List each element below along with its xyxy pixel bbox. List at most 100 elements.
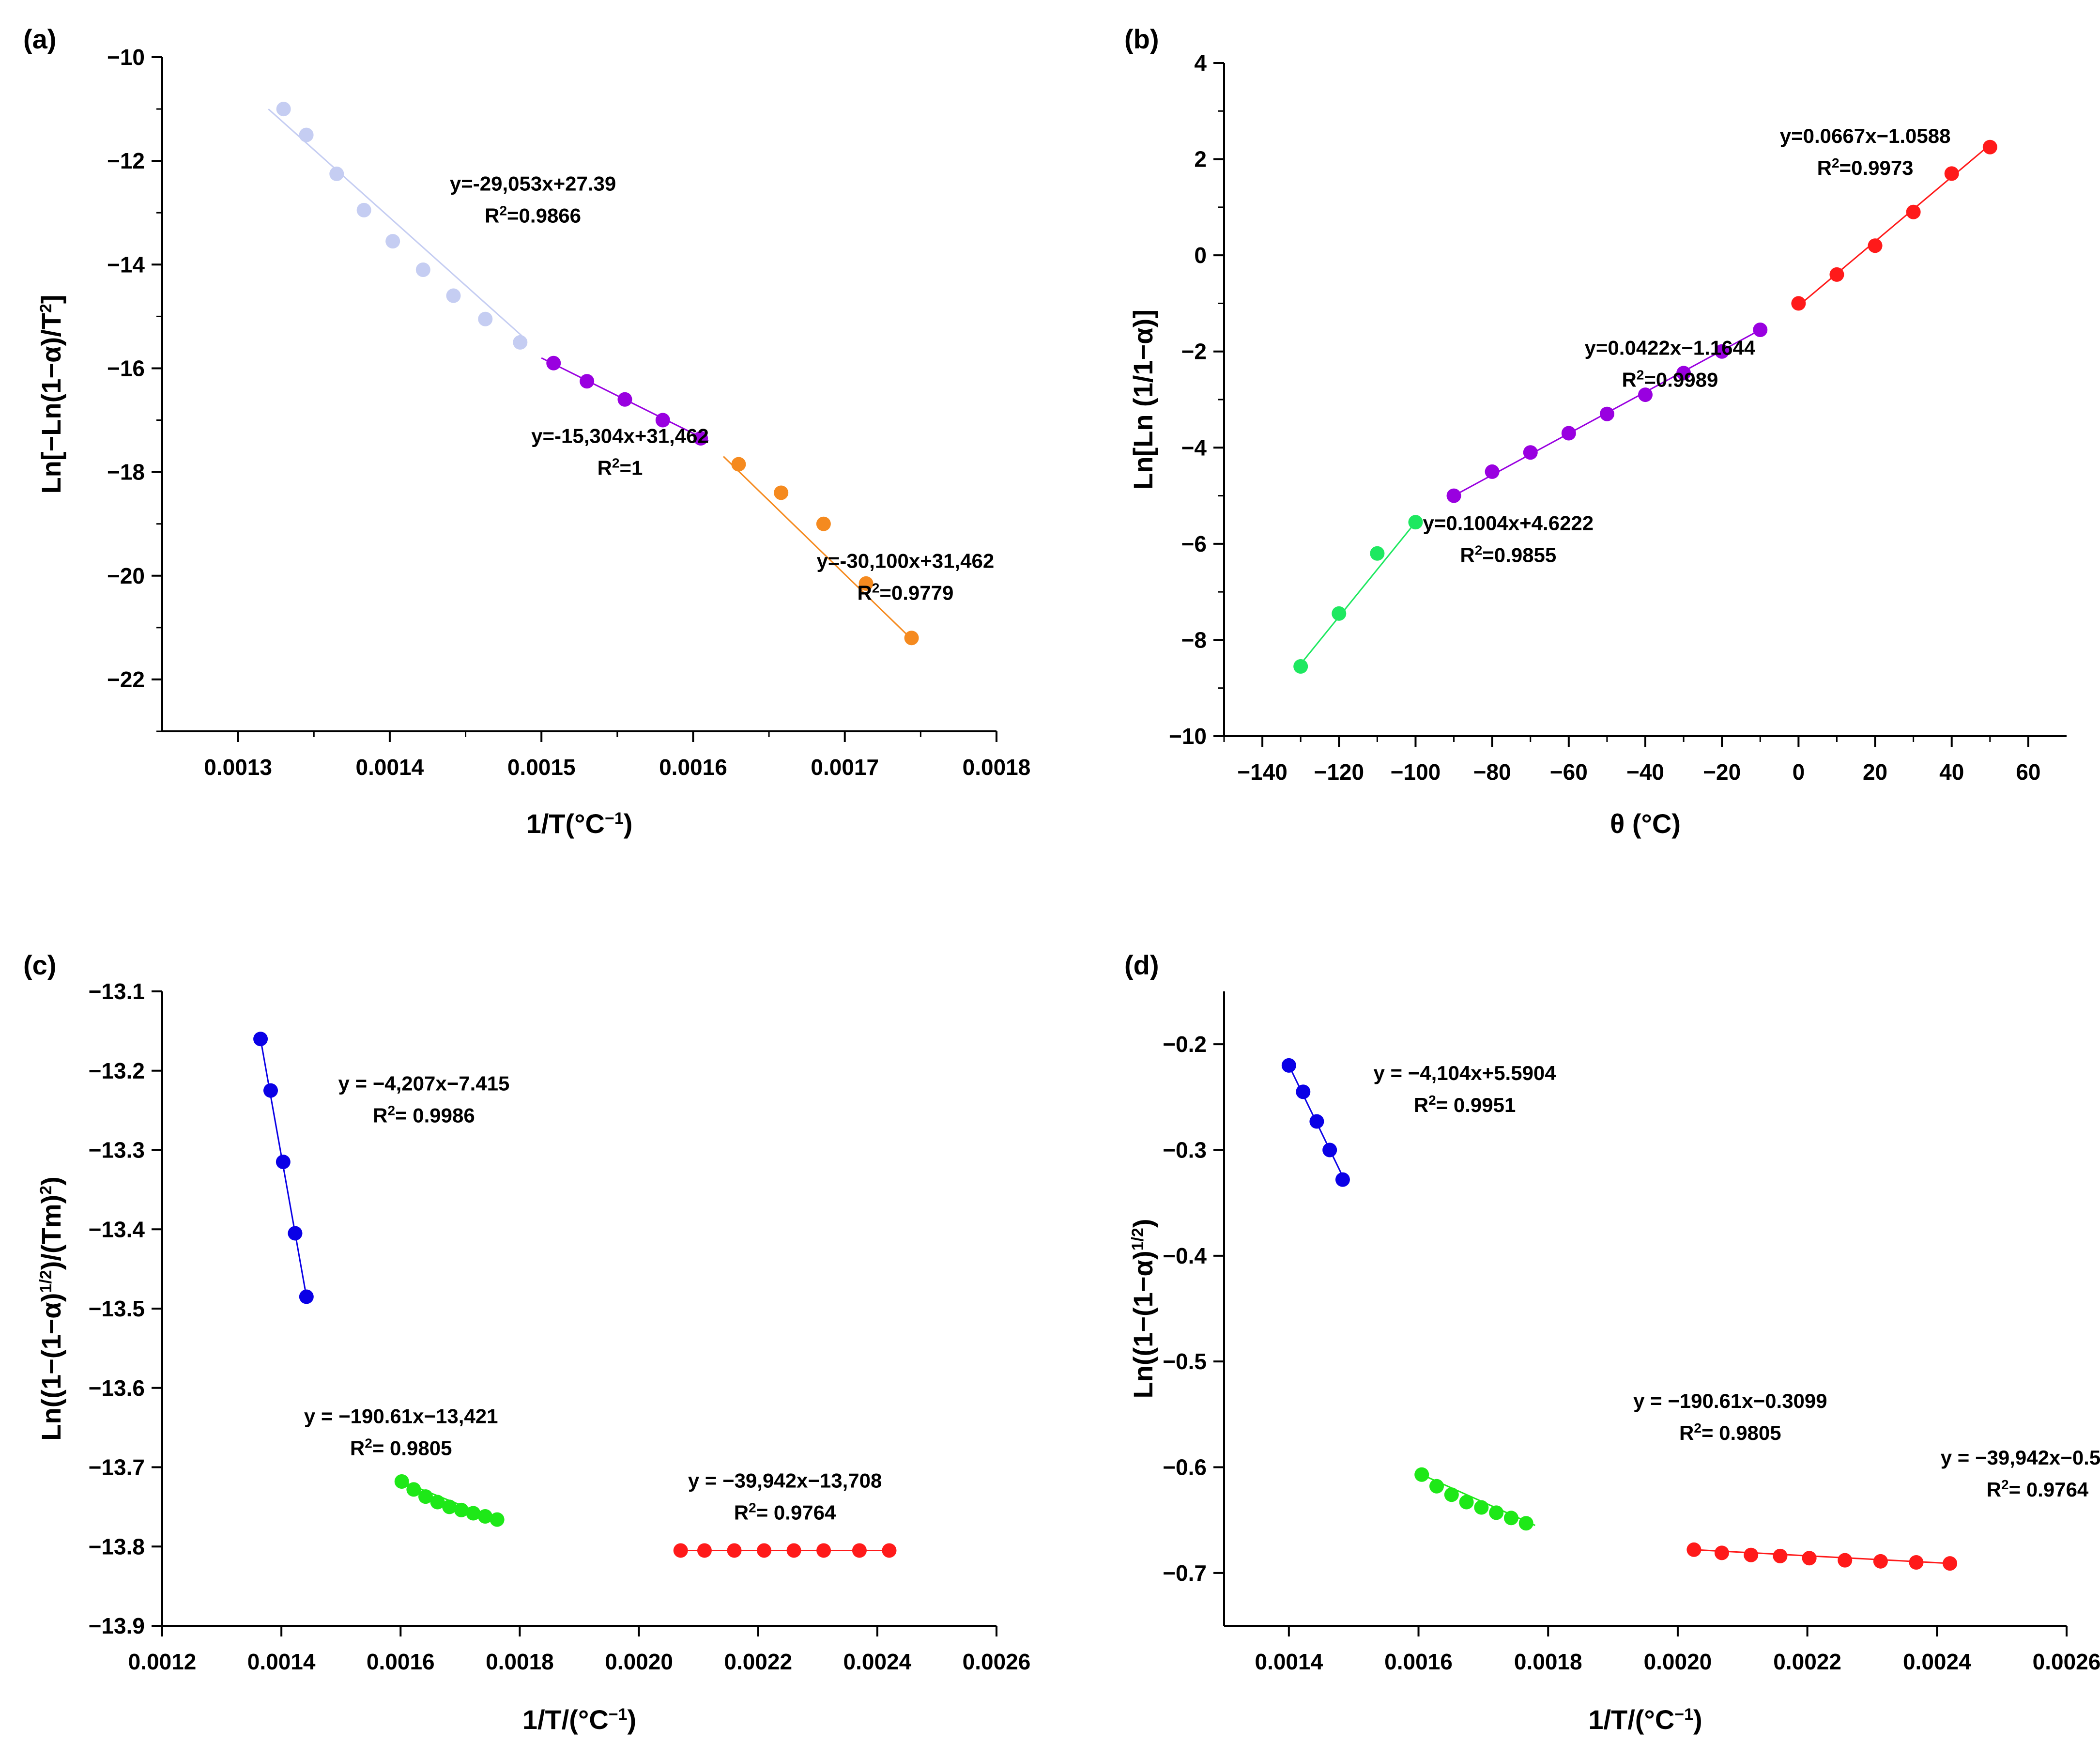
data-point <box>1561 426 1576 441</box>
data-point <box>1802 1551 1817 1566</box>
x-tick-label: 0.0026 <box>963 1649 1031 1674</box>
data-point <box>1296 1084 1311 1099</box>
data-point <box>774 485 789 500</box>
x-tick-label: 20 <box>1863 759 1887 785</box>
data-point <box>1943 1556 1958 1571</box>
fit-equation: y=0.0422x−1.1644 <box>1585 336 1756 359</box>
data-point <box>513 335 528 350</box>
y-tick-label: −13.3 <box>89 1138 145 1163</box>
data-point <box>1489 1505 1504 1520</box>
data-point <box>1322 1142 1337 1158</box>
x-tick-label: −20 <box>1703 759 1741 785</box>
data-point <box>454 1502 469 1517</box>
data-point <box>1503 1511 1518 1526</box>
data-point <box>1485 464 1500 479</box>
y-tick-label: −0.3 <box>1163 1138 1207 1163</box>
fit-equation: y = −4,207x−7.415 <box>338 1072 510 1095</box>
fit-r-squared: R2=0.9989 <box>1622 367 1718 391</box>
x-tick-label: 0.0014 <box>1255 1649 1323 1674</box>
x-axis-title: 1/T/(°C−1) <box>1588 1704 1702 1735</box>
data-point <box>1523 445 1538 460</box>
y-axis-title: Ln((1−(1−α)1/2) <box>1128 1219 1158 1398</box>
fit-equation: y = −4,104x+5.5904 <box>1373 1062 1556 1084</box>
fit-equation: y = −190.61x−0.3099 <box>1633 1389 1827 1412</box>
x-tick-label: 0.0022 <box>724 1649 792 1674</box>
fit-equation: y=0.1004x+4.6222 <box>1423 512 1594 535</box>
data-point <box>1474 1500 1489 1515</box>
chart-panel-4: (d) 0.0014 0.0016 0.0018 0.0020 0.0022 0.0024 0… <box>1124 950 2100 1735</box>
data-point <box>446 288 461 303</box>
y-tick-label: −13.8 <box>89 1534 145 1559</box>
data-point <box>1982 139 1997 154</box>
data-point <box>1868 238 1883 253</box>
data-point <box>1873 1554 1888 1569</box>
y-tick-label: −2 <box>1181 339 1207 364</box>
data-point <box>418 1489 433 1504</box>
y-tick-label: 4 <box>1194 50 1207 76</box>
panel-label: (a) <box>23 24 56 54</box>
x-tick-label: 0.0018 <box>1514 1649 1582 1674</box>
fit-r-squared: R2= 0.9764 <box>1987 1477 2089 1501</box>
data-point <box>288 1226 303 1241</box>
x-tick-label: 0.0016 <box>367 1649 435 1674</box>
x-tick-label: 0.0024 <box>1903 1649 1971 1674</box>
y-tick-label: −13.6 <box>89 1375 145 1401</box>
series-stage-2: y=-15,304x+31,462 R2=1 <box>531 355 709 479</box>
x-tick-label: 0.0022 <box>1773 1649 1841 1674</box>
y-tick-label: −20 <box>107 563 145 588</box>
data-point <box>786 1543 801 1558</box>
y-tick-label: −0.2 <box>1163 1032 1207 1057</box>
y-tick-label: −16 <box>107 355 145 381</box>
data-point <box>727 1543 742 1558</box>
x-tick-label: −60 <box>1550 759 1588 785</box>
y-tick-label: −4 <box>1181 435 1207 460</box>
data-point <box>490 1512 505 1527</box>
data-point <box>1686 1542 1701 1557</box>
x-tick-label: 60 <box>2016 759 2040 785</box>
fit-r-squared: R2=0.9973 <box>1817 155 1914 180</box>
fit-r-squared: R2=0.9866 <box>485 203 581 227</box>
fit-equation: y=-15,304x+31,462 <box>531 425 709 448</box>
data-point <box>385 234 400 249</box>
y-tick-label: −0.6 <box>1163 1455 1207 1480</box>
data-point <box>580 374 595 389</box>
y-tick-label: −22 <box>107 667 145 692</box>
data-point <box>299 127 314 142</box>
fit-r-squared: R2= 0.9805 <box>1679 1420 1781 1445</box>
fit-r-squared: R2= 0.9986 <box>373 1103 475 1127</box>
fit-r-squared: R2=0.9779 <box>857 580 953 604</box>
data-point <box>1715 344 1730 359</box>
data-point <box>1838 1553 1853 1568</box>
y-axis-title: Ln((1−(1−α)1/2)/(Tm)2) <box>36 1176 66 1441</box>
fit-equation: y = −190.61x−13,421 <box>304 1404 498 1427</box>
x-tick-label: 0.0020 <box>605 1649 673 1674</box>
y-tick-label: −12 <box>107 148 145 173</box>
x-tick-label: 0.0014 <box>356 755 424 780</box>
data-point <box>276 1155 291 1170</box>
panel-label: (d) <box>1124 950 1159 980</box>
data-point <box>1944 166 1959 181</box>
y-tick-label: −0.4 <box>1163 1243 1207 1268</box>
x-axis-title: 1/T/(°C−1) <box>522 1704 636 1735</box>
data-point <box>329 166 344 181</box>
data-point <box>299 1289 314 1304</box>
data-point <box>466 1506 481 1521</box>
panel-label: (c) <box>23 950 56 980</box>
data-point <box>406 1482 421 1497</box>
data-point <box>276 102 291 117</box>
data-point <box>394 1474 409 1489</box>
y-tick-label: −13.5 <box>89 1296 145 1321</box>
series-stage-2: y=0.0422x−1.1644 R2=0.9989 <box>1446 323 1768 503</box>
data-point <box>1773 1548 1788 1563</box>
series-stage-1: y=-29,053x+27.39 R2=0.9866 <box>268 102 616 350</box>
data-point <box>546 355 561 370</box>
data-point <box>1676 366 1691 381</box>
x-tick-label: 0.0024 <box>843 1649 912 1674</box>
y-axis-title: Ln[−Ln(1−α)/T2] <box>36 294 66 494</box>
x-tick-label: −80 <box>1473 759 1511 785</box>
data-point <box>1446 488 1461 503</box>
data-point <box>253 1032 268 1047</box>
data-point <box>1293 659 1308 674</box>
x-tick-label: −120 <box>1314 759 1364 785</box>
data-point <box>816 1543 831 1558</box>
